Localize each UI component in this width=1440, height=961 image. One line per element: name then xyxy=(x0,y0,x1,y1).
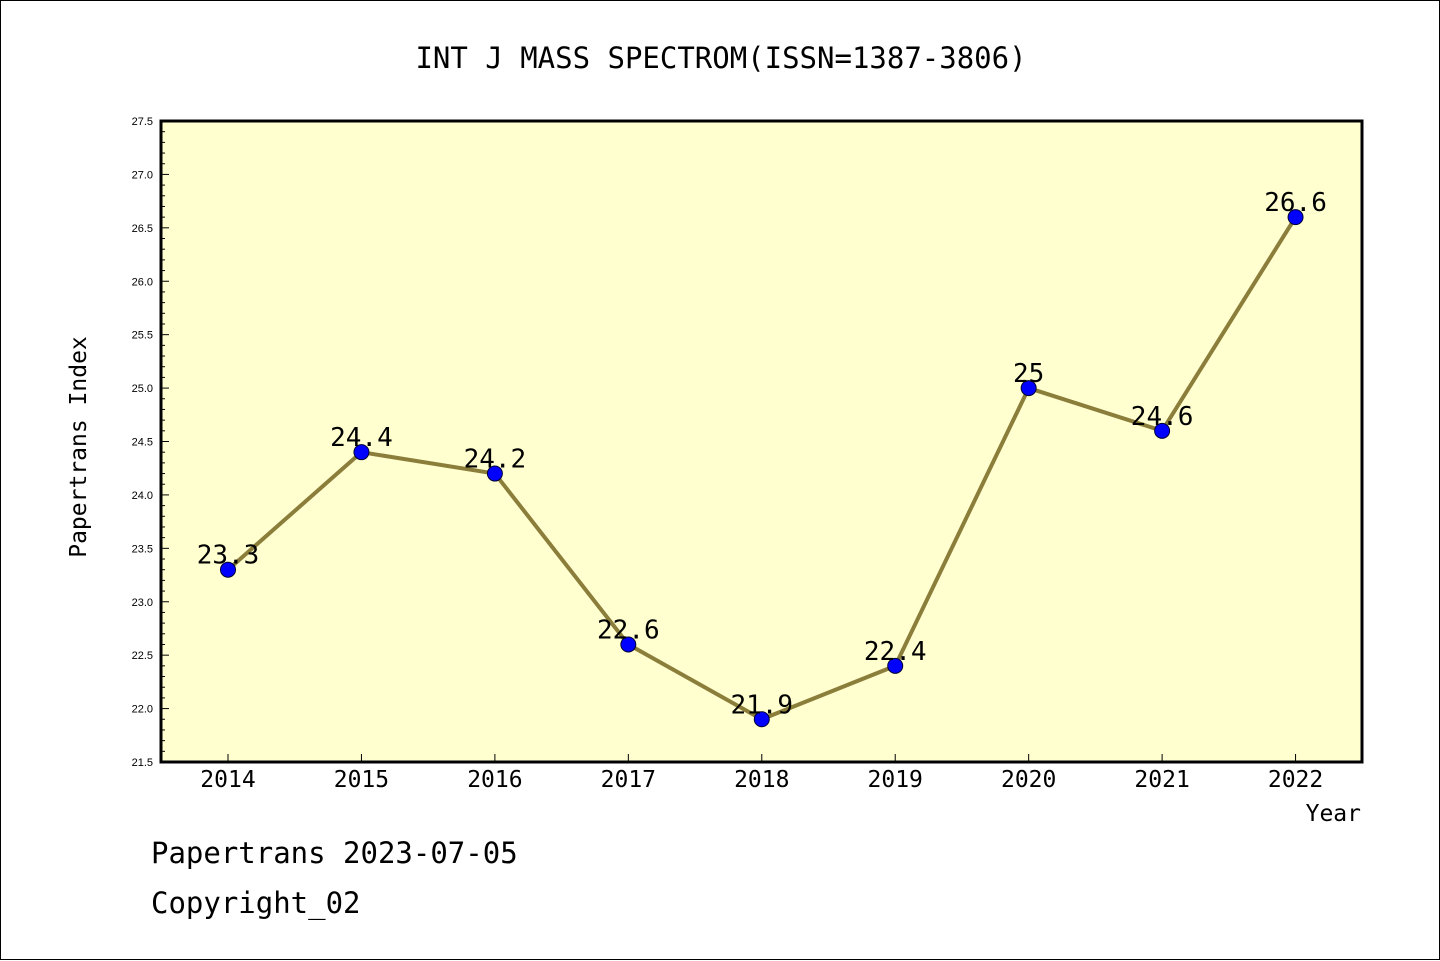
y-tick-label: 22.5 xyxy=(132,650,153,662)
y-tick-label: 25.5 xyxy=(132,330,153,342)
data-label: 24.4 xyxy=(330,423,393,453)
y-tick-label: 26.5 xyxy=(132,223,153,235)
data-point xyxy=(887,657,904,674)
data-label: 24.6 xyxy=(1131,402,1194,432)
chart-title: INT J MASS SPECTROM(ISSN=1387-3806) xyxy=(415,41,1026,75)
x-tick-label: 2015 xyxy=(334,767,389,793)
x-tick-label: 2014 xyxy=(200,767,255,793)
x-axis-label: Year xyxy=(1306,801,1361,827)
plot-area xyxy=(159,119,1364,764)
data-point xyxy=(353,444,370,461)
data-point xyxy=(1020,380,1037,397)
data-point xyxy=(486,465,503,482)
x-tick-label: 2021 xyxy=(1134,767,1189,793)
data-label: 26.6 xyxy=(1264,188,1327,218)
y-tick-label: 27.5 xyxy=(132,116,153,128)
data-label: 25 xyxy=(1013,359,1044,389)
data-point xyxy=(620,636,637,653)
data-label: 23.3 xyxy=(197,541,260,571)
footer-date: Papertrans 2023-07-05 xyxy=(151,836,518,870)
x-tick-label: 2020 xyxy=(1001,767,1056,793)
y-tick-label: 23.0 xyxy=(132,597,153,609)
x-tick-label: 2018 xyxy=(734,767,789,793)
data-label: 24.2 xyxy=(464,445,527,475)
data-label: 22.6 xyxy=(597,615,660,645)
y-tick-label: 24.5 xyxy=(132,437,153,449)
y-tick-label: 21.5 xyxy=(132,757,153,769)
y-tick-label: 22.0 xyxy=(132,704,153,716)
y-tick-label: 26.0 xyxy=(132,276,153,288)
x-tick-label: 2022 xyxy=(1268,767,1323,793)
x-tick-label: 2019 xyxy=(868,767,923,793)
y-axis-label: Papertrans Index xyxy=(66,336,92,558)
data-point xyxy=(1287,209,1304,226)
y-tick-label: 25.0 xyxy=(132,383,153,395)
x-tick-label: 2017 xyxy=(601,767,656,793)
x-tick-label: 2016 xyxy=(467,767,522,793)
y-tick-label: 23.5 xyxy=(132,543,153,555)
y-tick-label: 24.0 xyxy=(132,490,153,502)
data-label: 22.4 xyxy=(864,637,927,667)
data-point xyxy=(1154,422,1171,439)
data-point xyxy=(753,711,770,728)
data-point xyxy=(220,561,236,578)
y-tick-label: 27.0 xyxy=(132,169,153,181)
footer-copyright: Copyright_02 xyxy=(151,886,361,920)
data-label: 21.9 xyxy=(730,690,793,720)
